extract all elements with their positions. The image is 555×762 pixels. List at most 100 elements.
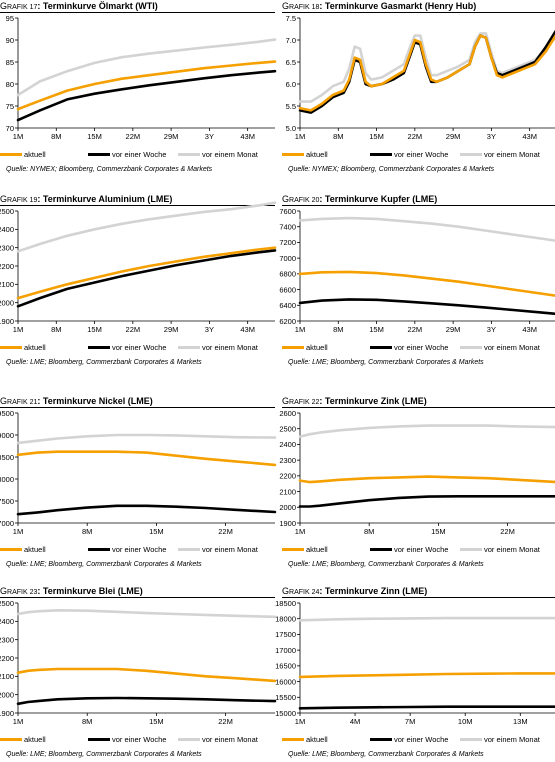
legend-swatch — [282, 346, 304, 349]
y-tick-label: 2400 — [0, 617, 14, 626]
chart-number: GRAFIK 18 — [282, 1, 320, 11]
legend-swatch — [178, 153, 200, 156]
chart-number: GRAFIK 23 — [0, 586, 38, 596]
legend-label: vor einer Woche — [112, 545, 167, 554]
y-tick-label: 6800 — [279, 270, 296, 279]
legend-swatch — [460, 346, 482, 349]
series-line-aktuell — [16, 450, 277, 467]
legend-label: aktuell — [24, 343, 46, 352]
chart-title-text: Terminkurve Gasmarkt (Henry Hub) — [324, 1, 477, 11]
y-tick-label: 2000 — [279, 503, 296, 512]
title-rule — [282, 12, 555, 13]
chart-source: Quelle: LME; Bloomberg, Commerzbank Corp… — [6, 359, 202, 366]
y-tick-label: 85 — [6, 58, 14, 67]
y-tick-label: 90 — [6, 36, 14, 45]
series-line-aktuell — [16, 246, 277, 300]
y-tick-label: 2200 — [279, 472, 296, 481]
y-tick-label: 2000 — [0, 690, 14, 699]
x-tick-label: 4M — [350, 717, 360, 726]
x-tick-label: 15M — [431, 527, 446, 536]
y-tick-label: 17000 — [275, 646, 296, 655]
chart-title: GRAFIK 24: Terminkurve Zinn (LME) — [282, 586, 555, 598]
x-tick-label: 8M — [51, 132, 61, 141]
x-tick-label: 15M — [149, 527, 164, 536]
series-line-vor-einer-Woche — [298, 495, 555, 508]
y-tick-label: 6600 — [279, 285, 296, 294]
y-tick-label: 2400 — [0, 225, 14, 234]
y-tick-label: 2300 — [279, 456, 296, 465]
x-tick-label: 1M — [13, 325, 23, 334]
y-tick-label: 16000 — [275, 677, 296, 686]
chart-svg: 5.0 5.5 6.0 6.5 7.0 7.5 1M 8M 15M 22M 29M 3Y 43M — [286, 14, 555, 141]
legend-swatch — [370, 548, 392, 551]
chart-svg: 1900 2000 2100 2200 2300 2400 2500 1M 8M 15M 22M — [0, 599, 277, 726]
y-tick-label: 6400 — [279, 301, 296, 310]
y-tick-label: 7200 — [279, 238, 296, 247]
chart-svg: 70 75 80 85 90 95 1M 8M 15M 22M 29M 3Y 43M — [6, 14, 277, 141]
x-tick-label: 3Y — [205, 325, 214, 334]
y-tick-label: 2500 — [0, 599, 14, 608]
y-tick-label: 18500 — [0, 453, 14, 462]
y-tick-label: 7.5 — [286, 14, 296, 23]
y-tick-label: 6.0 — [286, 80, 296, 89]
y-tick-label: 7400 — [279, 223, 296, 232]
x-tick-label: 1M — [295, 132, 305, 141]
x-tick-label: 29M — [164, 132, 179, 141]
x-tick-label: 8M — [51, 325, 61, 334]
x-tick-label: 29M — [446, 325, 461, 334]
series-line-vor-einem-Monat — [298, 424, 555, 438]
legend-label: vor einem Monat — [484, 735, 540, 744]
legend-label: vor einem Monat — [202, 150, 258, 159]
chart-number: GRAFIK 17 — [0, 1, 38, 11]
x-tick-label: 8M — [333, 325, 343, 334]
series-line-aktuell — [298, 672, 555, 679]
x-tick-label: 43M — [240, 132, 255, 141]
x-tick-label: 1M — [13, 717, 23, 726]
chart-title-text: Terminkurve Nickel (LME) — [42, 396, 153, 406]
chart-title-text: Terminkurve Blei (LME) — [42, 586, 143, 596]
legend-label: vor einer Woche — [112, 735, 167, 744]
x-tick-label: 43M — [522, 132, 537, 141]
legend-label: vor einem Monat — [484, 545, 540, 554]
x-tick-label: 15M — [369, 132, 384, 141]
chart-title: GRAFIK 19: Terminkurve Aluminium (LME) — [0, 194, 275, 206]
chart-number: GRAFIK 21 — [0, 396, 38, 406]
title-rule — [282, 597, 555, 598]
legend-label: vor einem Monat — [202, 545, 258, 554]
x-tick-label: 22M — [408, 325, 423, 334]
legend-swatch — [282, 738, 304, 741]
y-tick-label: 15500 — [275, 693, 296, 702]
y-tick-label: 6200 — [279, 317, 296, 326]
x-tick-label: 1M — [13, 132, 23, 141]
legend-label: vor einer Woche — [394, 735, 449, 744]
y-tick-label: 18500 — [275, 599, 296, 608]
y-tick-label: 7.0 — [286, 36, 296, 45]
series-line-aktuell — [298, 475, 555, 484]
series-line-vor-einem-Monat — [298, 32, 555, 103]
series-line-aktuell — [298, 34, 555, 112]
chart-svg: 17000 17500 18000 18500 19000 19500 1M 8M 15M 22M — [0, 409, 277, 536]
legend-swatch — [370, 738, 392, 741]
legend-swatch — [282, 153, 304, 156]
y-tick-label: 2100 — [0, 672, 14, 681]
x-tick-label: 15M — [87, 325, 102, 334]
x-tick-label: 7M — [405, 717, 415, 726]
chart-source: Quelle: NYMEX; Bloomberg, Commerzbank Co… — [288, 166, 495, 173]
chart-title: GRAFIK 22: Terminkurve Zink (LME) — [282, 396, 555, 408]
legend-swatch — [88, 153, 110, 156]
title-rule — [0, 205, 275, 206]
series-line-aktuell — [16, 667, 277, 683]
y-tick-label: 7600 — [279, 207, 296, 216]
series-line-vor-einem-Monat — [16, 201, 277, 253]
y-tick-label: 2100 — [279, 487, 296, 496]
chart-source: Quelle: LME; Bloomberg, Commerzbank Corp… — [288, 561, 484, 568]
x-tick-label: 10M — [458, 717, 473, 726]
x-tick-label: 43M — [522, 325, 537, 334]
legend-swatch — [370, 153, 392, 156]
legend-label: aktuell — [306, 150, 328, 159]
series-line-vor-einer-Woche — [16, 504, 277, 516]
x-tick-label: 22M — [218, 717, 233, 726]
x-tick-label: 15M — [87, 132, 102, 141]
chart-number: GRAFIK 24 — [282, 586, 320, 596]
legend-swatch — [178, 738, 200, 741]
